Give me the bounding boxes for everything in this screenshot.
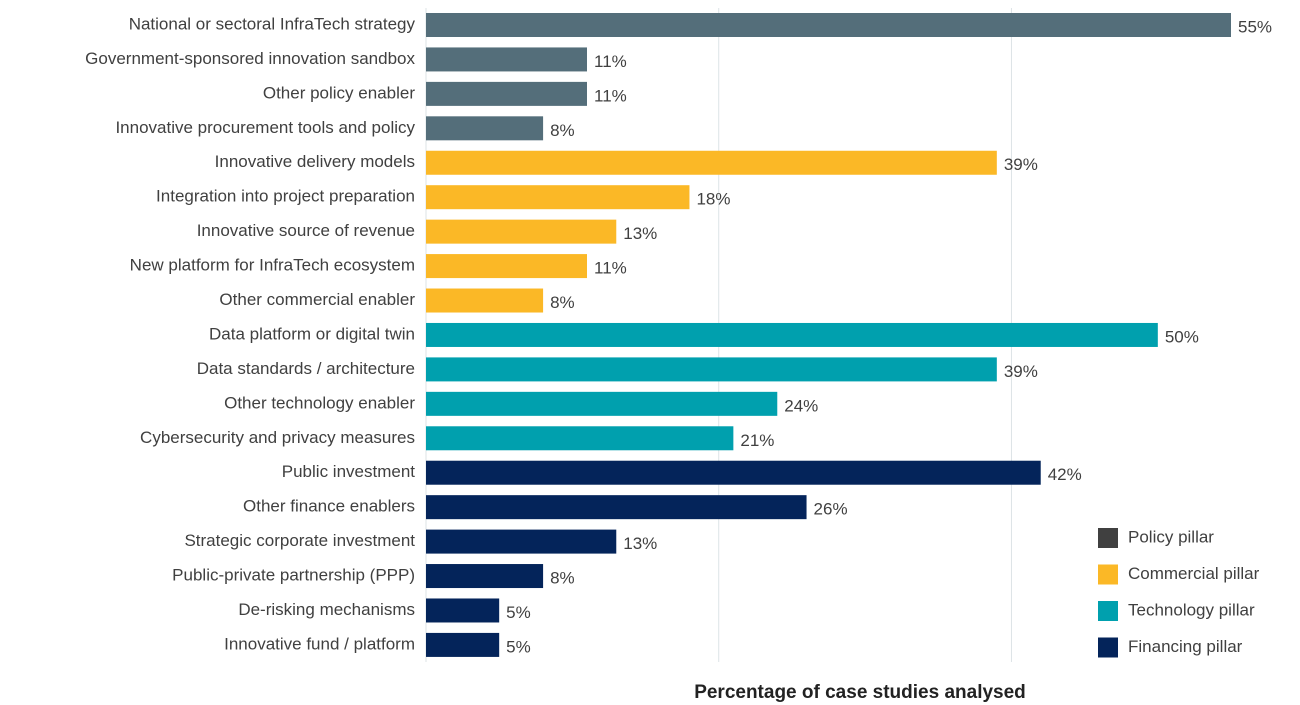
y-tick-label: Data platform or digital twin: [209, 324, 415, 343]
data-label: 26%: [814, 500, 848, 519]
legend-swatch: [1098, 637, 1118, 658]
y-tick-label: Innovative procurement tools and policy: [115, 118, 415, 137]
data-label: 13%: [623, 534, 657, 553]
y-tick-label: De-risking mechanisms: [238, 600, 415, 619]
data-label: 39%: [1004, 362, 1038, 381]
bar: [426, 322, 1158, 347]
bar: [426, 185, 690, 210]
bar: [426, 254, 587, 279]
data-label: 13%: [623, 224, 657, 243]
legend-swatch: [1098, 564, 1118, 585]
data-label: 18%: [696, 190, 730, 209]
legend-label: Commercial pillar: [1128, 564, 1260, 583]
y-tick-label: New platform for InfraTech ecosystem: [130, 256, 415, 275]
y-tick-label: Other technology enabler: [224, 393, 415, 412]
y-tick-label: Public investment: [282, 462, 416, 481]
data-label: 42%: [1048, 465, 1082, 484]
data-label: 50%: [1165, 327, 1199, 346]
y-tick-label: Other finance enablers: [243, 497, 415, 516]
bar: [426, 288, 544, 313]
legend-swatch: [1098, 528, 1118, 548]
y-tick-label: Other policy enabler: [263, 83, 415, 102]
y-tick-label: National or sectoral InfraTech strategy: [129, 14, 416, 33]
bar: [426, 495, 807, 520]
y-tick-label: Integration into project preparation: [156, 187, 415, 206]
y-tick-label: Public-private partnership (PPP): [172, 566, 415, 585]
data-label: 39%: [1004, 155, 1038, 174]
data-label: 55%: [1238, 17, 1272, 36]
y-tick-label: Innovative fund / platform: [224, 634, 415, 653]
y-tick-label: Innovative delivery models: [215, 152, 415, 171]
legend-swatch: [1098, 601, 1118, 621]
y-tick-label: Government-sponsored innovation sandbox: [85, 49, 415, 68]
bar: [426, 632, 500, 657]
bar: [426, 564, 544, 589]
y-tick-label: Other commercial enabler: [219, 290, 415, 309]
data-label: 8%: [550, 293, 575, 312]
y-tick-label: Cybersecurity and privacy measures: [140, 428, 415, 447]
data-label: 24%: [784, 396, 818, 415]
data-label: 5%: [506, 603, 531, 622]
bar: [426, 598, 500, 623]
bar: [426, 81, 587, 106]
bar: [426, 426, 734, 451]
data-label: 11%: [594, 52, 627, 71]
bar: [426, 150, 997, 175]
x-axis-label: Percentage of case studies analysed: [694, 682, 1026, 703]
bar: [426, 13, 1231, 37]
legend-label: Financing pillar: [1128, 637, 1243, 656]
bar: [426, 460, 1041, 485]
y-tick-label: Innovative source of revenue: [197, 221, 415, 240]
bar: [426, 47, 587, 72]
y-tick-label: Strategic corporate investment: [184, 531, 415, 550]
data-label: 5%: [506, 637, 531, 656]
y-tick-label: Data standards / architecture: [197, 359, 415, 378]
legend-label: Policy pillar: [1128, 527, 1214, 546]
data-label: 21%: [740, 431, 774, 450]
bar: [426, 116, 544, 141]
bar: [426, 219, 617, 244]
data-label: 11%: [594, 86, 627, 105]
bar: [426, 391, 778, 416]
bar: [426, 357, 997, 382]
data-label: 8%: [550, 121, 575, 140]
data-label: 8%: [550, 569, 575, 588]
bar: [426, 529, 617, 554]
data-label: 11%: [594, 259, 627, 278]
legend-label: Technology pillar: [1128, 600, 1255, 619]
